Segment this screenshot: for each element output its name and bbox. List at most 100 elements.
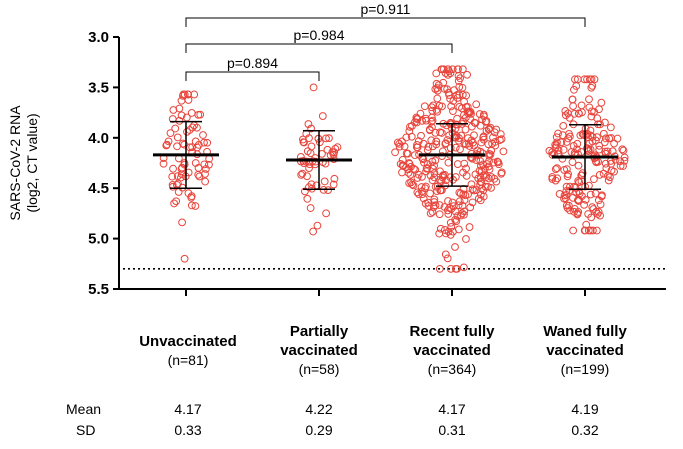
- data-point: [573, 139, 582, 148]
- y-tick-label: 3.5: [88, 79, 109, 96]
- data-point: [553, 174, 562, 183]
- comparison-bracket: [185, 71, 320, 81]
- data-point: [448, 65, 457, 74]
- data-point: [475, 110, 484, 118]
- data-point: [298, 169, 307, 178]
- data-point: [413, 143, 422, 152]
- data-point: [499, 147, 508, 156]
- data-point: [545, 146, 554, 155]
- data-point: [455, 134, 463, 142]
- data-point: [434, 81, 443, 90]
- data-point: [590, 175, 598, 184]
- data-point: [413, 188, 422, 197]
- data-point: [324, 186, 332, 195]
- data-point: [173, 142, 181, 151]
- y-axis-label: SARS-CoV-2 RNA(log2, CT value): [7, 105, 40, 221]
- data-point: [443, 254, 452, 263]
- data-point: [572, 82, 581, 90]
- data-point: [177, 96, 186, 105]
- data-point: [585, 95, 593, 104]
- data-point: [421, 182, 430, 191]
- data-point: [574, 109, 583, 118]
- data-point: [460, 97, 468, 106]
- y-tick-label: 3.0: [88, 29, 109, 46]
- data-point: [566, 182, 574, 191]
- data-point: [331, 144, 340, 153]
- data-point: [174, 179, 182, 188]
- data-point: [313, 221, 322, 230]
- data-point: [406, 170, 415, 179]
- data-point: [420, 102, 429, 111]
- data-point: [180, 254, 189, 263]
- data-point: [168, 172, 177, 181]
- data-point: [620, 156, 629, 165]
- y-tick-label: 5.5: [88, 281, 109, 298]
- data-point: [442, 229, 450, 238]
- data-point: [458, 83, 467, 92]
- data-point: [458, 201, 467, 210]
- data-point: [318, 112, 327, 120]
- data-point: [169, 106, 178, 114]
- data-point: [173, 133, 182, 142]
- data-point: [588, 132, 597, 141]
- data-point: [586, 226, 595, 235]
- data-point: [444, 65, 453, 74]
- data-point: [580, 226, 589, 235]
- data-point: [559, 121, 568, 130]
- data-point: [453, 264, 461, 273]
- data-point: [395, 139, 404, 148]
- data-point: [446, 118, 455, 127]
- data-point: [315, 138, 324, 147]
- data-point: [607, 166, 616, 175]
- data-point: [597, 98, 606, 107]
- y-tick-label: 4.5: [88, 180, 109, 197]
- data-point: [200, 160, 209, 169]
- data-point: [595, 170, 604, 179]
- data-point: [619, 162, 627, 170]
- data-point: [468, 122, 476, 131]
- data-point: [479, 110, 488, 119]
- data-point: [395, 142, 404, 151]
- data-point: [562, 165, 571, 173]
- data-point: [433, 94, 442, 103]
- data-point: [568, 158, 577, 166]
- data-point: [603, 147, 612, 156]
- data-point: [436, 224, 445, 233]
- data-point: [427, 103, 436, 112]
- data-point: [424, 202, 433, 210]
- data-point: [487, 173, 496, 181]
- data-point: [470, 131, 478, 140]
- data-point: [581, 195, 590, 204]
- data-point: [459, 168, 467, 177]
- data-point: [580, 200, 588, 209]
- category-label-unvaccinated: Unvaccinated (n=81): [118, 332, 258, 370]
- data-point: [570, 207, 579, 216]
- data-point: [584, 210, 593, 218]
- data-point: [497, 169, 506, 178]
- data-point: [466, 108, 475, 116]
- data-point: [587, 112, 596, 121]
- data-point: [586, 190, 595, 199]
- p-value-label: p=0.911: [361, 1, 411, 17]
- data-point: [479, 132, 488, 141]
- data-point: [495, 136, 504, 145]
- data-point: [333, 143, 342, 152]
- y-axis-label-line: (log2, CT value): [24, 113, 40, 212]
- data-point: [459, 263, 468, 272]
- data-point: [180, 140, 189, 149]
- data-point: [591, 151, 599, 160]
- data-point: [179, 91, 187, 100]
- data-point: [496, 130, 505, 138]
- data-point: [449, 107, 457, 115]
- data-point: [329, 180, 338, 189]
- data-point: [562, 182, 571, 191]
- data-point: [396, 159, 405, 168]
- data-point: [429, 203, 438, 211]
- mean-value: 4.22: [305, 401, 333, 417]
- data-point: [180, 90, 189, 99]
- data-point: [440, 203, 449, 211]
- data-point: [417, 131, 425, 140]
- data-point: [426, 209, 435, 218]
- category-name: Partially: [289, 323, 349, 340]
